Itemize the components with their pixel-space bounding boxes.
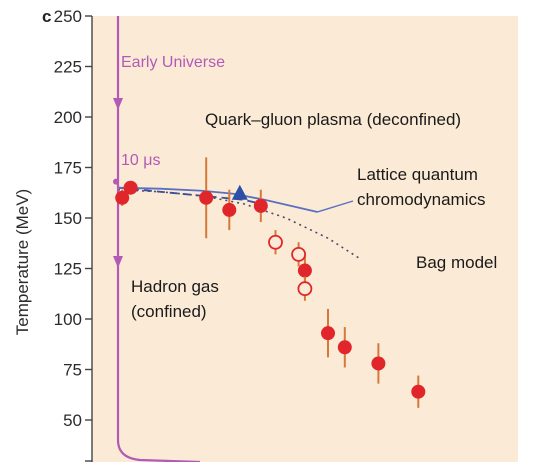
data-point — [297, 263, 312, 278]
hadron-gas-label-line1: Hadron gas — [131, 277, 219, 296]
y-axis-title: Temperature (MeV) — [13, 189, 32, 335]
y-tick-label: 100 — [54, 310, 82, 329]
data-point-open — [291, 246, 307, 262]
data-point — [321, 326, 335, 341]
data-point — [337, 340, 352, 355]
y-tick-label: 175 — [54, 159, 82, 178]
data-point — [371, 356, 386, 371]
arrow-down-icon — [113, 98, 123, 110]
data-points — [115, 157, 426, 408]
lattice-qcd-curve — [117, 186, 318, 213]
y-tick-label: 225 — [54, 58, 82, 77]
time-marker-dot — [113, 178, 119, 185]
early-universe-line — [116, 16, 201, 462]
data-point — [411, 384, 426, 399]
early-universe-trajectory — [113, 16, 201, 462]
data-point — [199, 190, 214, 205]
data-point — [253, 198, 268, 213]
qgp-label: Quark–gluon plasma (deconfined) — [205, 110, 461, 129]
data-point-open — [297, 281, 313, 297]
data-point-triangle — [231, 184, 248, 200]
y-tick-label: 50 — [63, 411, 82, 430]
data-point — [115, 190, 130, 205]
time-marker-label: 10 μs — [121, 152, 160, 169]
lattice-label-line1: Lattice quantum — [357, 165, 478, 184]
y-tick-label: 125 — [54, 260, 82, 279]
arrow-down-icon — [113, 256, 123, 268]
lattice-label-line2: chromodynamics — [357, 190, 486, 209]
plot-background — [92, 16, 518, 462]
y-axis: 50 75 100 125 150 175 200 225 250 — [54, 7, 93, 462]
data-point — [123, 180, 138, 195]
y-tick-label: 150 — [54, 209, 82, 228]
panel-label: c — [42, 7, 51, 26]
y-tick-label: 75 — [63, 361, 82, 380]
y-tick-label: 250 — [54, 7, 82, 26]
bag-model-label: Bag model — [416, 253, 497, 272]
data-point — [222, 202, 237, 217]
y-tick-label: 200 — [54, 108, 82, 127]
data-point-open — [268, 234, 283, 250]
early-universe-label: Early Universe — [121, 54, 225, 71]
hadron-gas-label-line2: (confined) — [131, 302, 207, 321]
lattice-leader-line — [317, 200, 354, 213]
